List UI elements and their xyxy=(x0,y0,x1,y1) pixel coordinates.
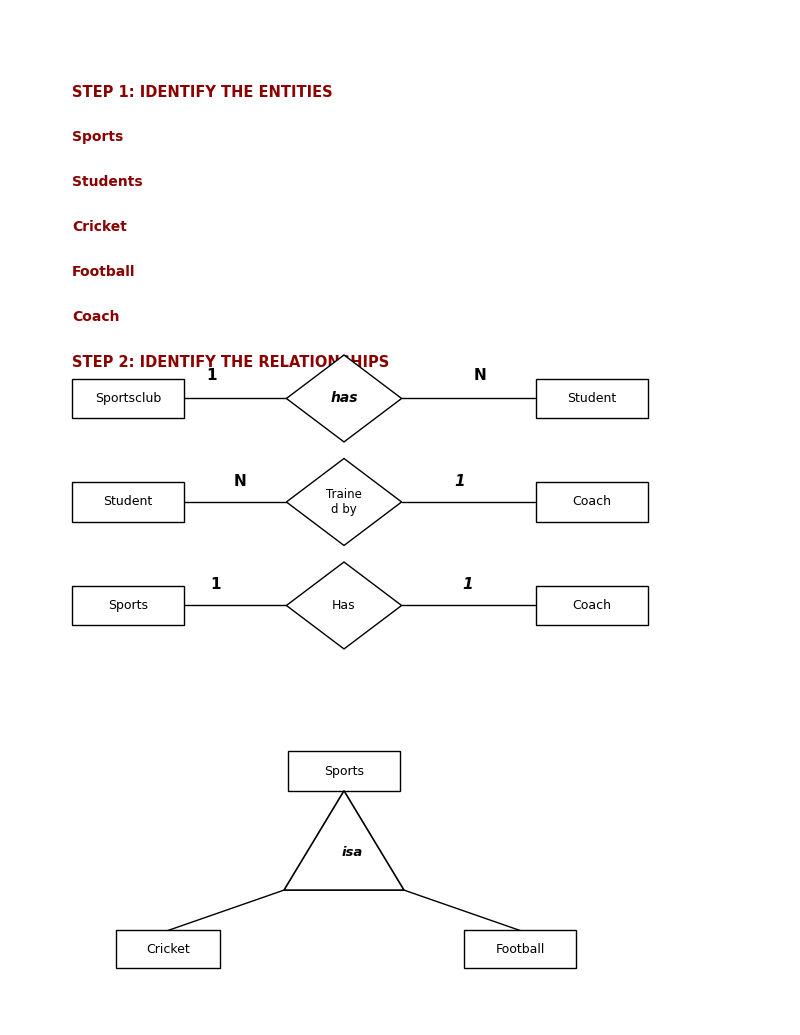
Text: Cricket: Cricket xyxy=(72,220,127,234)
Text: Cricket: Cricket xyxy=(146,943,190,955)
Text: Sports: Sports xyxy=(108,599,148,612)
Polygon shape xyxy=(286,355,402,442)
FancyBboxPatch shape xyxy=(72,586,184,625)
Text: Sportsclub: Sportsclub xyxy=(95,392,161,405)
Text: isa: isa xyxy=(342,847,362,859)
Text: STEP 1: IDENTIFY THE ENTITIES: STEP 1: IDENTIFY THE ENTITIES xyxy=(72,85,333,100)
FancyBboxPatch shape xyxy=(72,379,184,418)
Polygon shape xyxy=(286,459,402,545)
Text: N: N xyxy=(474,368,486,383)
Text: N: N xyxy=(234,474,246,489)
Text: Has: Has xyxy=(332,599,356,612)
FancyBboxPatch shape xyxy=(464,930,576,968)
Polygon shape xyxy=(286,562,402,649)
FancyBboxPatch shape xyxy=(288,751,400,791)
FancyBboxPatch shape xyxy=(72,482,184,522)
Text: Traine
d by: Traine d by xyxy=(326,487,362,516)
Text: 1: 1 xyxy=(206,368,218,383)
Text: has: has xyxy=(330,391,358,406)
Text: Students: Students xyxy=(72,175,142,189)
FancyBboxPatch shape xyxy=(536,586,648,625)
FancyBboxPatch shape xyxy=(536,482,648,522)
Text: STEP 2: IDENTIFY THE RELATIONSHIPS: STEP 2: IDENTIFY THE RELATIONSHIPS xyxy=(72,355,390,369)
Text: 1: 1 xyxy=(454,474,466,489)
Text: 1: 1 xyxy=(210,578,222,592)
Text: Coach: Coach xyxy=(72,310,119,324)
Text: Coach: Coach xyxy=(573,599,611,612)
Text: Student: Student xyxy=(567,392,617,405)
Text: 1: 1 xyxy=(462,578,474,592)
Text: Football: Football xyxy=(495,943,545,955)
FancyBboxPatch shape xyxy=(536,379,648,418)
Text: Football: Football xyxy=(72,265,135,279)
Text: Student: Student xyxy=(103,496,153,508)
Text: Coach: Coach xyxy=(573,496,611,508)
Text: Sports: Sports xyxy=(324,765,364,777)
FancyBboxPatch shape xyxy=(116,930,220,968)
Text: Sports: Sports xyxy=(72,130,123,144)
Polygon shape xyxy=(284,791,404,890)
